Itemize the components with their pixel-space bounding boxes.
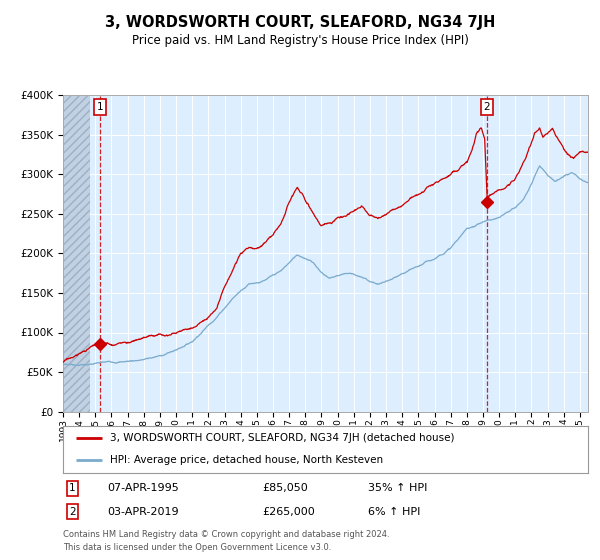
Text: £85,050: £85,050 — [263, 483, 308, 493]
Bar — [63, 95, 91, 412]
Text: 07-APR-1995: 07-APR-1995 — [107, 483, 179, 493]
Text: 1: 1 — [97, 102, 103, 112]
Text: 1: 1 — [69, 483, 76, 493]
Text: 35% ↑ HPI: 35% ↑ HPI — [367, 483, 427, 493]
Text: 3, WORDSWORTH COURT, SLEAFORD, NG34 7JH (detached house): 3, WORDSWORTH COURT, SLEAFORD, NG34 7JH … — [110, 433, 455, 444]
Text: 2: 2 — [69, 507, 76, 517]
Text: Price paid vs. HM Land Registry's House Price Index (HPI): Price paid vs. HM Land Registry's House … — [131, 34, 469, 46]
Text: HPI: Average price, detached house, North Kesteven: HPI: Average price, detached house, Nort… — [110, 455, 383, 465]
Text: 6% ↑ HPI: 6% ↑ HPI — [367, 507, 420, 517]
Text: This data is licensed under the Open Government Licence v3.0.: This data is licensed under the Open Gov… — [63, 543, 331, 552]
Text: 03-APR-2019: 03-APR-2019 — [107, 507, 179, 517]
Text: Contains HM Land Registry data © Crown copyright and database right 2024.: Contains HM Land Registry data © Crown c… — [63, 530, 389, 539]
Text: 2: 2 — [484, 102, 490, 112]
Text: £265,000: £265,000 — [263, 507, 315, 517]
Text: 3, WORDSWORTH COURT, SLEAFORD, NG34 7JH: 3, WORDSWORTH COURT, SLEAFORD, NG34 7JH — [105, 15, 495, 30]
